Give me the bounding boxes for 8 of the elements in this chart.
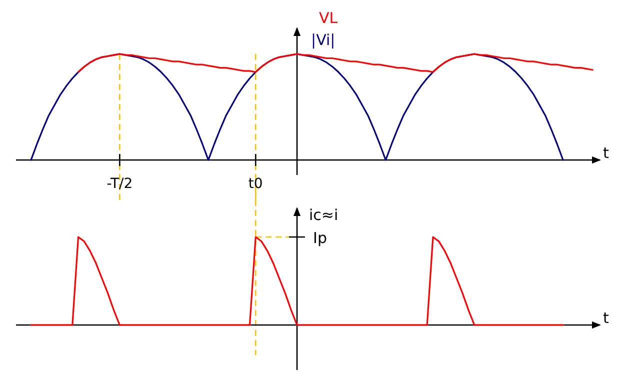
series-label: |Vi| — [311, 31, 336, 49]
x-axis-title: t — [603, 144, 609, 162]
x-tick-label: -T/2 — [106, 176, 133, 192]
y-axis-title: ic≈i — [309, 206, 338, 224]
ref-line-label: Ip — [313, 229, 327, 247]
series-label: VL — [319, 9, 338, 27]
x-axis-title: t — [603, 309, 609, 327]
x-tick-label: t0 — [248, 176, 263, 192]
